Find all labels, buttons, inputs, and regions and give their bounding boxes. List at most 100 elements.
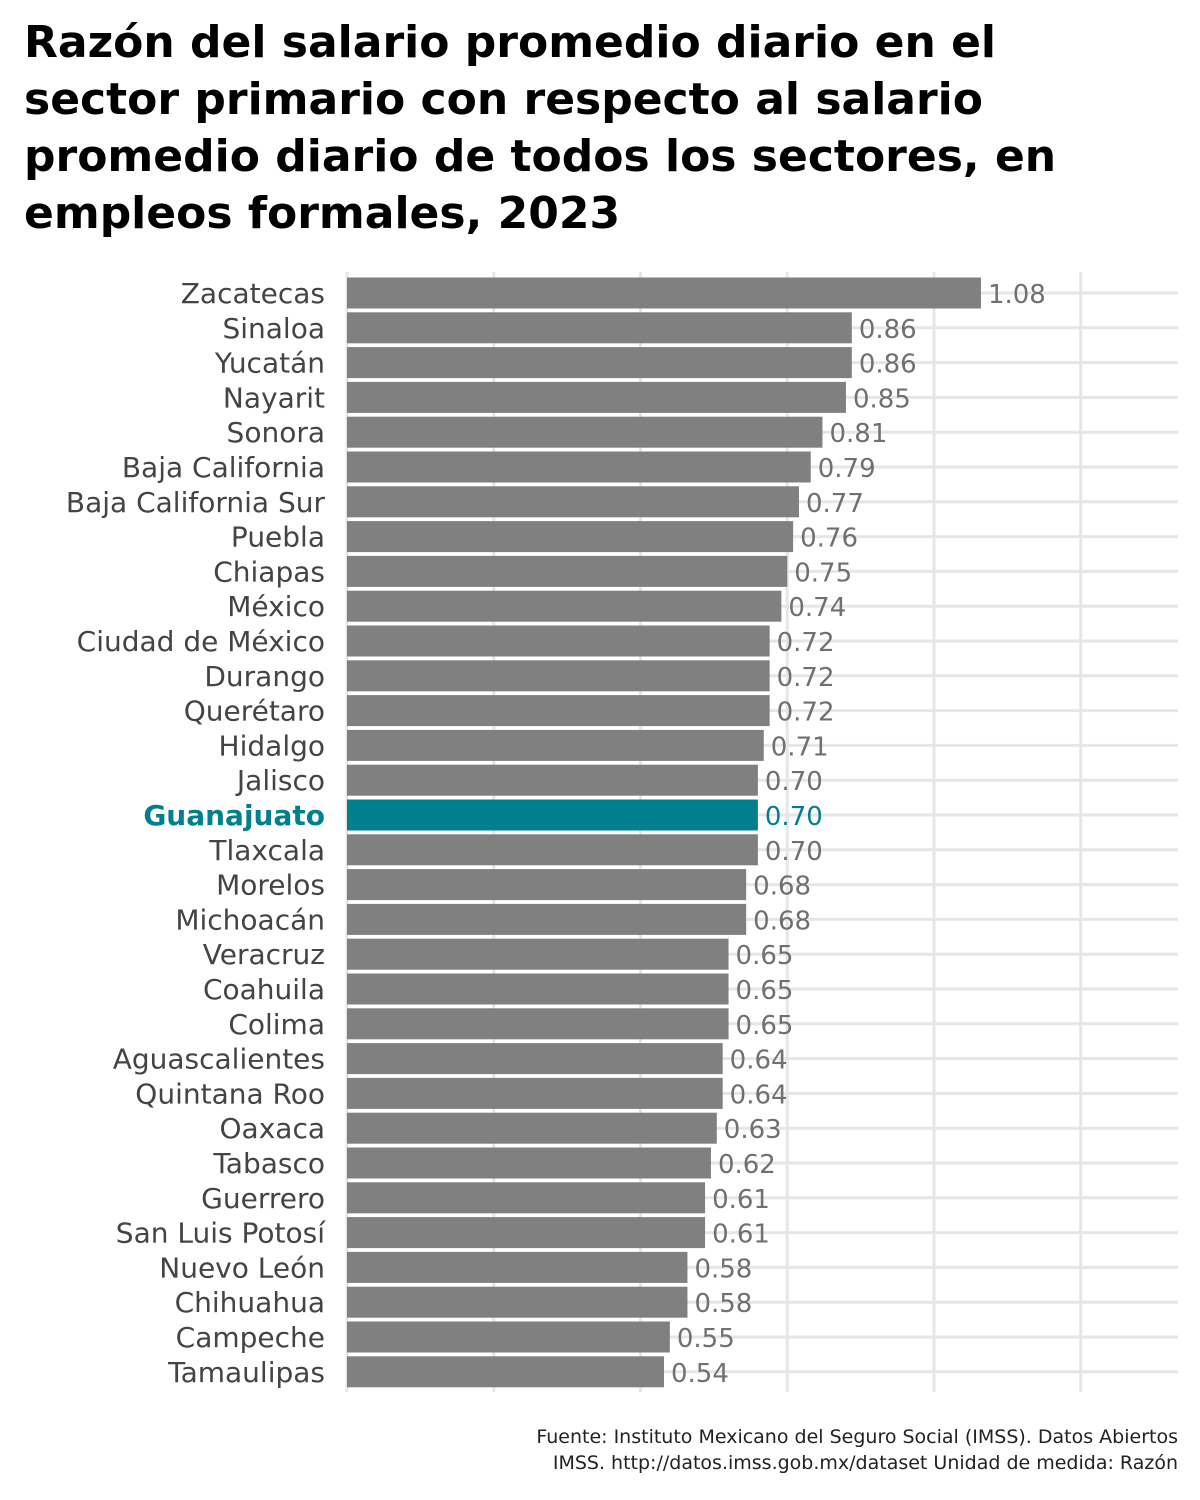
bar-18: [347, 903, 747, 935]
bar-27: [347, 1217, 706, 1249]
category-label-7: Puebla: [231, 521, 325, 554]
value-label-7: 0.76: [800, 524, 858, 554]
category-label-14: Jalisco: [235, 764, 325, 797]
bar-5: [347, 451, 811, 483]
category-label-6: Baja California Sur: [66, 486, 326, 519]
bar-0: [347, 277, 981, 309]
value-label-2: 0.86: [859, 350, 917, 380]
value-label-16: 0.70: [765, 837, 823, 867]
category-label-13: Hidalgo: [219, 729, 325, 762]
value-label-20: 0.65: [736, 976, 794, 1006]
bars: [347, 277, 981, 1388]
value-label-23: 0.64: [730, 1080, 788, 1110]
bar-28: [347, 1251, 688, 1283]
category-label-8: Chiapas: [213, 555, 325, 588]
value-label-27: 0.61: [712, 1220, 770, 1250]
bar-8: [347, 555, 788, 587]
value-label-9: 0.74: [788, 593, 846, 623]
category-label-21: Colima: [228, 1008, 325, 1041]
value-label-24: 0.63: [724, 1115, 782, 1145]
category-label-2: Yucatán: [214, 347, 325, 380]
value-label-14: 0.70: [765, 767, 823, 797]
bar-19: [347, 938, 729, 970]
category-label-3: Nayarit: [223, 381, 325, 414]
bar-21: [347, 1008, 729, 1040]
value-label-26: 0.61: [712, 1185, 770, 1215]
category-label-23: Quintana Roo: [135, 1077, 325, 1110]
category-label-24: Oaxaca: [220, 1112, 325, 1145]
value-label-6: 0.77: [806, 489, 864, 519]
bar-4: [347, 416, 823, 448]
category-labels: ZacatecasSinaloaYucatánNayaritSonoraBaja…: [66, 277, 326, 1389]
bar-20: [347, 973, 729, 1005]
value-label-22: 0.64: [730, 1046, 788, 1076]
bar-30: [347, 1321, 670, 1353]
value-label-28: 0.58: [694, 1254, 752, 1284]
value-label-8: 0.75: [794, 558, 852, 588]
category-label-27: San Luis Potosí: [116, 1217, 326, 1250]
value-label-0: 1.08: [988, 280, 1046, 310]
category-label-15: Guanajuato: [143, 799, 325, 832]
value-labels: 1.08 0.86 0.86 0.85 0.81 0.79 0.77 0.76 0.75 0.74…: [671, 280, 1046, 1389]
source-caption: Fuente: Instituto Mexicano del Seguro So…: [278, 1424, 1178, 1476]
bar-3: [347, 381, 846, 413]
bar-11: [347, 660, 770, 692]
category-label-31: Tamaulipas: [167, 1356, 325, 1389]
category-label-28: Nuevo León: [159, 1251, 325, 1284]
bar-chart: ZacatecasSinaloaYucatánNayaritSonoraBaja…: [66, 272, 1178, 1392]
category-label-5: Baja California: [122, 451, 325, 484]
bar-1: [347, 312, 852, 344]
bar-6: [347, 486, 799, 518]
category-label-12: Querétaro: [184, 695, 325, 728]
category-label-4: Sonora: [227, 416, 325, 449]
bar-15: [347, 799, 758, 831]
value-label-19: 0.65: [736, 941, 794, 971]
value-label-12: 0.72: [777, 698, 835, 728]
bar-14: [347, 764, 758, 796]
category-label-20: Coahuila: [203, 973, 325, 1006]
bar-25: [347, 1147, 711, 1179]
bar-24: [347, 1112, 717, 1144]
value-label-18: 0.68: [753, 906, 811, 936]
category-label-30: Campeche: [176, 1321, 325, 1354]
value-label-17: 0.68: [753, 872, 811, 902]
caption-line-1: Fuente: Instituto Mexicano del Seguro So…: [536, 1426, 1178, 1448]
bar-13: [347, 729, 764, 761]
category-label-18: Michoacán: [175, 903, 325, 936]
chart-title: Razón del salario promedio diario en el …: [24, 17, 1057, 239]
value-label-13: 0.71: [771, 732, 829, 762]
value-label-30: 0.55: [677, 1324, 735, 1354]
value-label-10: 0.72: [777, 628, 835, 658]
value-label-25: 0.62: [718, 1150, 776, 1180]
value-label-21: 0.65: [736, 1011, 794, 1041]
bar-10: [347, 625, 770, 657]
value-label-4: 0.81: [829, 419, 887, 449]
value-label-5: 0.79: [818, 454, 876, 484]
bar-22: [347, 1043, 723, 1075]
value-label-31: 0.54: [671, 1359, 729, 1389]
bar-17: [347, 869, 747, 901]
category-label-1: Sinaloa: [222, 312, 325, 345]
category-label-19: Veracruz: [203, 938, 325, 971]
category-label-0: Zacatecas: [181, 277, 325, 310]
bar-9: [347, 590, 782, 622]
category-label-26: Guerrero: [201, 1182, 325, 1215]
bar-16: [347, 834, 758, 866]
value-label-1: 0.86: [859, 315, 917, 345]
bar-31: [347, 1356, 664, 1388]
bar-26: [347, 1182, 706, 1214]
bar-29: [347, 1286, 688, 1318]
category-label-17: Morelos: [216, 869, 325, 902]
bar-7: [347, 521, 794, 553]
category-label-11: Durango: [204, 660, 325, 693]
value-label-11: 0.72: [777, 663, 835, 693]
value-label-15: 0.70: [765, 802, 823, 832]
category-label-29: Chihuahua: [175, 1286, 325, 1319]
bar-23: [347, 1077, 723, 1109]
value-label-29: 0.58: [694, 1289, 752, 1319]
category-label-16: Tlaxcala: [208, 834, 325, 867]
category-label-10: Ciudad de México: [77, 625, 325, 658]
bar-2: [347, 347, 852, 379]
category-label-9: México: [227, 590, 325, 623]
category-label-22: Aguascalientes: [113, 1043, 325, 1076]
